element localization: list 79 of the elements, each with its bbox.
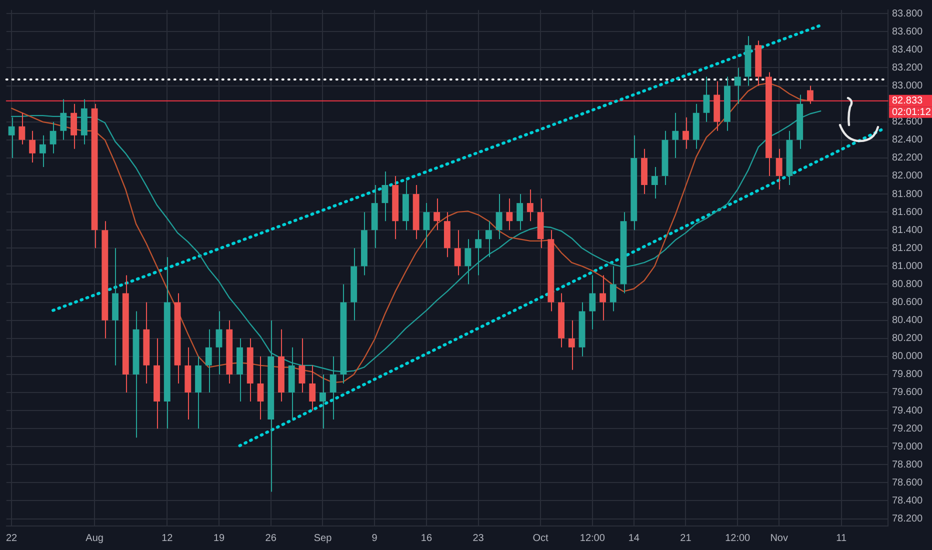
y-tick-label: 81.400 <box>892 224 924 236</box>
y-tick-label: 82.000 <box>892 170 924 182</box>
y-tick-label: 79.600 <box>892 387 924 398</box>
y-tick-label: 80.000 <box>892 351 924 362</box>
candlestick <box>434 198 440 231</box>
x-tick-label: Oct <box>532 532 549 544</box>
candlestick <box>205 328 212 393</box>
x-tick-label: 26 <box>265 532 277 544</box>
x-tick-label: Aug <box>86 532 104 544</box>
x-tick-label: 11 <box>836 532 847 544</box>
y-tick-label: 78.800 <box>892 459 924 470</box>
candlestick <box>682 116 689 150</box>
candlestick <box>485 220 492 258</box>
y-tick-label: 79.400 <box>892 405 924 416</box>
y-tick-label: 80.600 <box>892 297 924 308</box>
y-tick-label: 81.600 <box>892 206 924 218</box>
y-tick-label: 82.600 <box>892 116 924 128</box>
candlestick <box>423 202 430 249</box>
candlestick <box>298 338 306 393</box>
y-tick-label: 83.800 <box>892 8 924 20</box>
candlestick <box>806 85 814 104</box>
y-tick-label: 78.200 <box>892 514 924 525</box>
y-tick-label: 79.800 <box>892 369 924 380</box>
candlestick <box>382 170 388 222</box>
text: 02:01:12 <box>892 107 932 118</box>
candlestick <box>703 76 710 122</box>
candlestick <box>589 274 596 330</box>
y-tick-label: 82.400 <box>892 134 924 146</box>
y-tick-label: 80.800 <box>892 278 924 290</box>
candlestick <box>309 364 316 412</box>
x-tick-label: Sep <box>314 532 332 544</box>
candlestick <box>50 121 56 154</box>
candlestick <box>320 374 326 430</box>
y-tick-label: 83.200 <box>892 62 924 74</box>
y-tick-label: 79.000 <box>892 441 924 452</box>
candlestick <box>734 67 741 104</box>
candlestick <box>516 194 524 231</box>
candlestick <box>776 148 782 190</box>
x-tick-label: 16 <box>420 532 432 544</box>
x-tick-label: 9 <box>372 532 378 544</box>
candlestick <box>506 198 513 231</box>
y-tick-label: 83.000 <box>892 80 924 92</box>
candlestick <box>651 166 658 200</box>
y-tick-label: 83.400 <box>892 44 924 56</box>
candlestick <box>216 310 222 375</box>
candlestick <box>454 230 461 276</box>
x-tick-label: 14 <box>628 532 640 544</box>
y-tick-label: 80.200 <box>892 333 924 344</box>
candlestick <box>600 274 606 321</box>
candlestick <box>257 356 264 420</box>
candlestick <box>496 194 502 240</box>
y-tick-label: 78.400 <box>892 495 924 506</box>
candlestick <box>672 112 679 158</box>
x-tick-label: 12:00 <box>580 532 606 544</box>
candlestick <box>464 238 472 285</box>
candlestick <box>18 112 26 145</box>
y-tick-label: 81.000 <box>892 260 924 272</box>
x-tick-label: Nov <box>770 532 788 544</box>
y-tick-label: 81.200 <box>892 242 924 254</box>
x-tick-label: 12:00 <box>725 532 751 544</box>
candlestick <box>568 320 575 370</box>
candlestick <box>39 134 46 168</box>
x-tick-label: 19 <box>213 532 225 544</box>
candlestick <box>475 230 482 276</box>
candlestick <box>29 130 36 163</box>
x-tick-label: 22 <box>6 532 18 544</box>
y-tick-label: 81.800 <box>892 188 924 200</box>
candlestick <box>526 189 534 222</box>
y-tick-label: 80.400 <box>892 315 924 326</box>
x-tick-label: 21 <box>680 532 692 544</box>
ref-line-label: 82.833 <box>892 96 924 107</box>
y-tick-label: 78.600 <box>892 477 924 488</box>
y-tick-label: 82.200 <box>892 152 924 164</box>
y-tick-label: 79.200 <box>892 423 924 434</box>
candlestick <box>70 103 78 150</box>
y-tick-label: 83.600 <box>892 26 924 38</box>
x-tick-label: 23 <box>472 532 484 544</box>
candlestick <box>610 266 616 312</box>
x-tick-label: 12 <box>162 532 174 544</box>
